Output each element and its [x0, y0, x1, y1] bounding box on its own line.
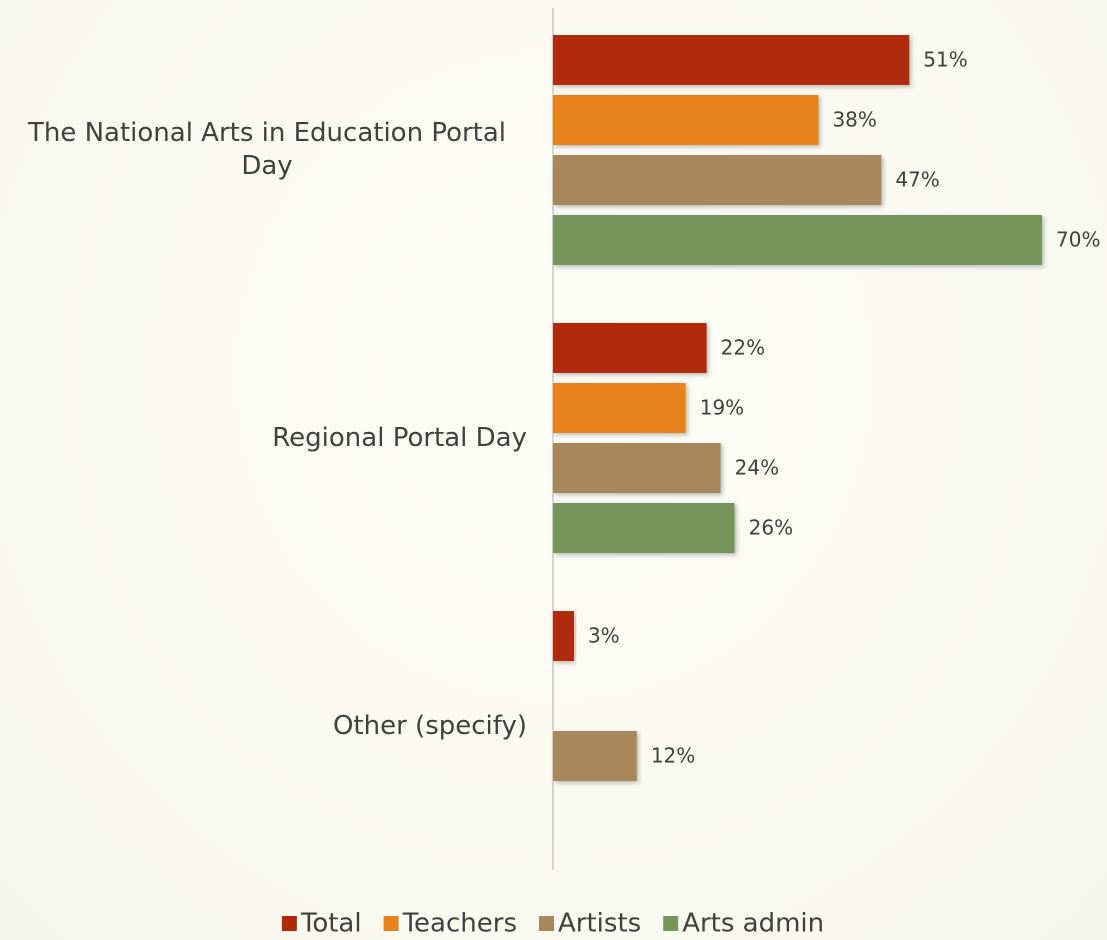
bar: [553, 215, 1042, 265]
data-label: 22%: [721, 336, 765, 360]
data-label: 47%: [895, 168, 939, 192]
category-label: The National Arts in Education Portal Da…: [27, 118, 507, 181]
bar: [553, 323, 707, 373]
category-label-box: The National Arts in Education Portal Da…: [0, 90, 527, 210]
category-label-box: Other (specify): [0, 666, 527, 786]
category-label-box: Regional Portal Day: [0, 378, 527, 498]
data-label: 24%: [735, 456, 779, 480]
data-label: 3%: [588, 624, 620, 648]
category-label: Other (specify): [332, 710, 527, 741]
bar: [553, 731, 637, 781]
legend-swatch: [663, 916, 679, 931]
data-label: 70%: [1056, 228, 1100, 252]
data-label: 12%: [651, 744, 695, 768]
bar: [553, 35, 910, 85]
bar: [553, 383, 686, 433]
data-label: 26%: [749, 516, 793, 540]
legend-swatch: [539, 916, 554, 931]
category-label: Regional Portal Day: [272, 422, 527, 453]
bar: [553, 611, 574, 661]
legend-label: Teachers: [402, 909, 517, 939]
bar: [553, 503, 735, 553]
legend-label: Arts admin: [682, 909, 824, 939]
data-label: 19%: [700, 396, 744, 420]
bar: [553, 155, 882, 205]
bar: [553, 95, 819, 145]
legend-label: Total: [300, 909, 362, 939]
data-label: 38%: [832, 108, 876, 132]
legend-swatch: [383, 916, 399, 931]
bar: [553, 443, 721, 493]
legend-label: Artists: [558, 909, 641, 939]
legend-swatch: [281, 916, 297, 931]
data-label: 51%: [923, 48, 967, 72]
